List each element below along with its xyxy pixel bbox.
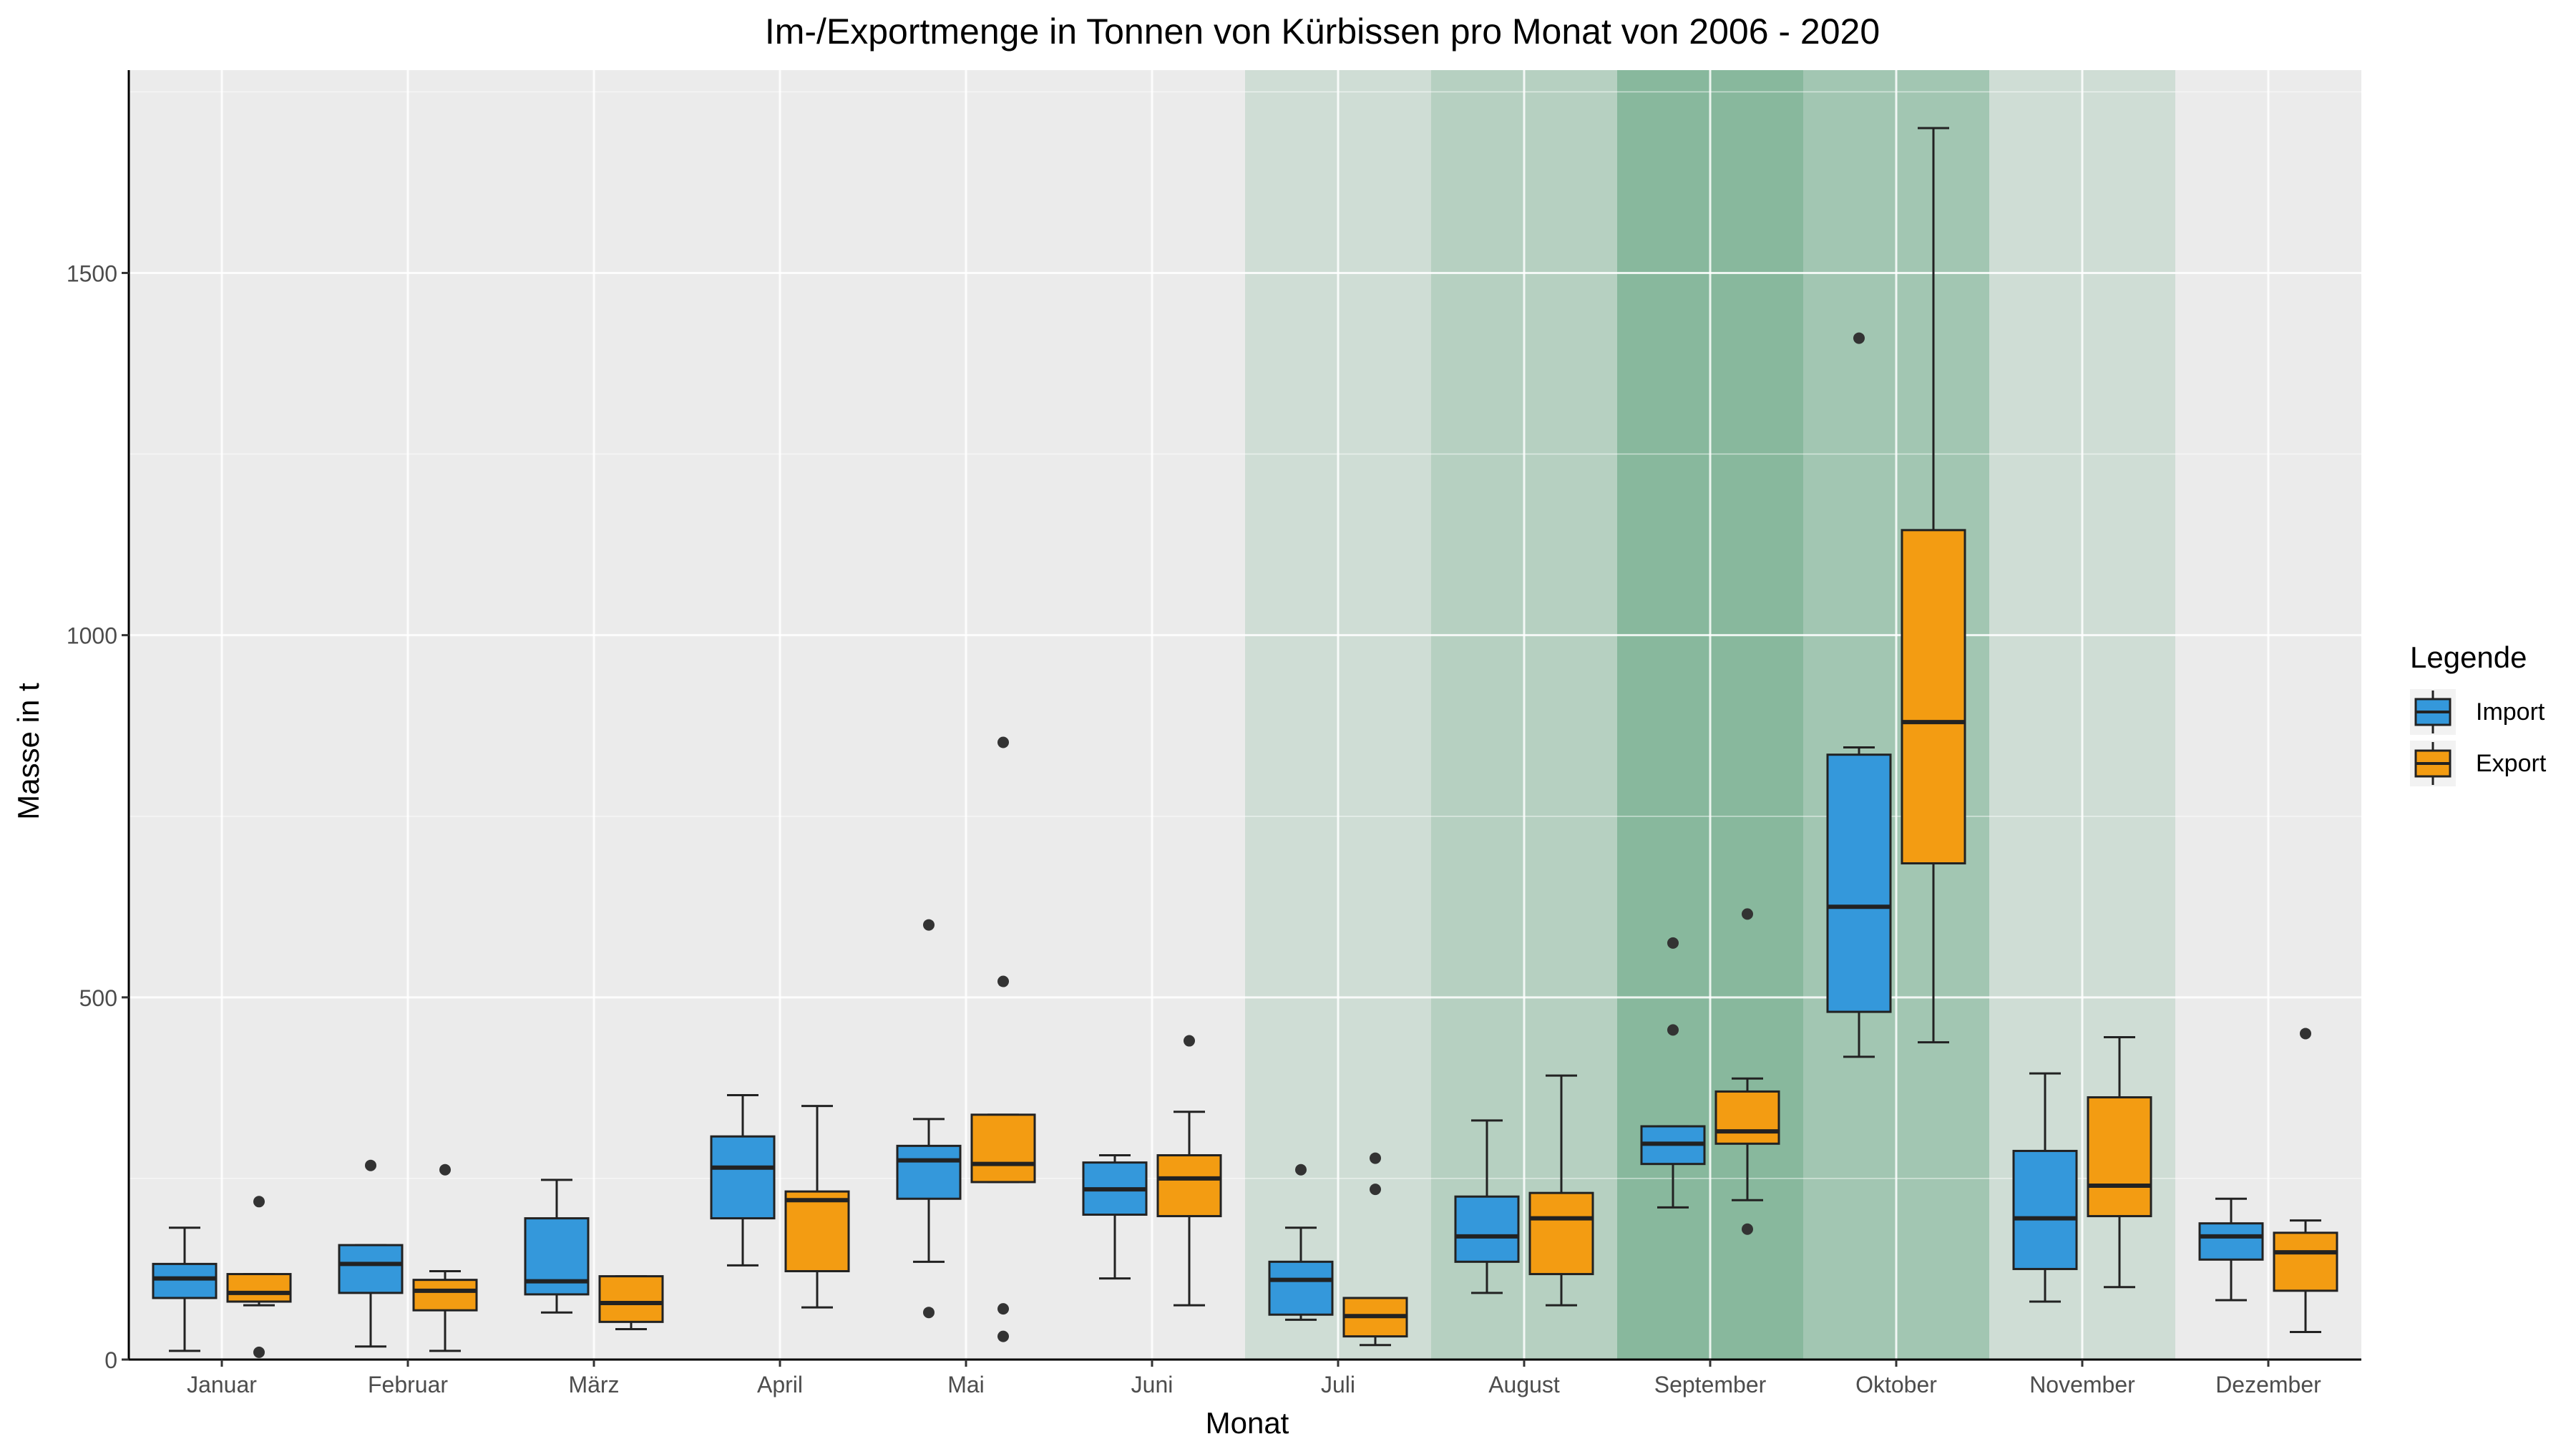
y-tick-label: 1500 — [67, 260, 117, 286]
y-tick-label: 1000 — [67, 623, 117, 649]
x-tick-label: August — [1488, 1372, 1560, 1397]
y-tick-label: 0 — [104, 1347, 117, 1373]
outlier-point — [1742, 908, 1753, 920]
box-body — [226, 1273, 292, 1303]
outlier-point — [1853, 332, 1865, 344]
outlier-point — [923, 919, 935, 931]
box-import — [1082, 1154, 1148, 1280]
x-tick-label: Juni — [1131, 1372, 1174, 1397]
box-import — [2198, 1197, 2264, 1302]
x-tick-label: September — [1654, 1372, 1767, 1397]
y-axis-label: Masse in t — [11, 683, 45, 820]
x-tick-label: März — [568, 1372, 619, 1397]
outlier-point — [923, 1307, 935, 1319]
box-export — [1714, 908, 1780, 1235]
outlier-point — [1667, 937, 1679, 949]
box-body — [1454, 1195, 1520, 1263]
box-body — [2012, 1149, 2078, 1270]
box-body — [412, 1279, 478, 1312]
legend-title: Legende — [2410, 640, 2527, 674]
box-import — [2012, 1072, 2078, 1303]
legend-label: Import — [2476, 698, 2545, 726]
box-import — [338, 1159, 404, 1348]
box-layer — [152, 127, 2338, 1358]
box-export — [226, 1196, 292, 1358]
box-export — [598, 1275, 664, 1330]
legend-label: Export — [2476, 750, 2547, 777]
box-export — [1156, 1035, 1222, 1307]
plot-panel — [129, 70, 2361, 1361]
box-body — [152, 1262, 218, 1299]
panel-background — [129, 70, 2361, 1360]
outlier-point — [997, 975, 1009, 987]
x-tick-label: Juli — [1321, 1372, 1355, 1397]
axes-layer: 0 500 1000 1500 Januar Februar März April Mai Jun… — [67, 70, 2361, 1397]
outlier-point — [439, 1163, 451, 1176]
box-body — [1528, 1191, 1594, 1276]
box-export — [1528, 1074, 1594, 1307]
box-body — [710, 1135, 776, 1220]
outlier-point — [2300, 1028, 2311, 1040]
box-body — [970, 1113, 1036, 1184]
outlier-point — [997, 736, 1009, 748]
outlier-point — [1667, 1024, 1679, 1036]
box-export — [412, 1163, 478, 1352]
box-export — [970, 736, 1036, 1342]
box-import — [1826, 332, 1892, 1058]
outlier-point — [253, 1346, 265, 1358]
box-body — [338, 1244, 404, 1294]
box-body — [1156, 1154, 1222, 1218]
outlier-point — [1370, 1152, 1381, 1164]
outlier-point — [1184, 1035, 1195, 1047]
x-tick-label: Oktober — [1855, 1372, 1937, 1397]
box-body — [2087, 1096, 2152, 1218]
outlier-point — [997, 1330, 1009, 1342]
box-import — [1268, 1163, 1334, 1321]
x-axis-label: Monat — [1206, 1406, 1289, 1440]
box-export — [1901, 127, 1966, 1044]
box-import — [896, 919, 962, 1319]
x-tick-label: Dezember — [2215, 1372, 2321, 1397]
x-tick-label: November — [2029, 1372, 2135, 1397]
x-tick-label: April — [757, 1372, 803, 1397]
box-export — [1342, 1152, 1408, 1347]
outlier-point — [997, 1303, 1009, 1315]
x-tick-label: Januar — [187, 1372, 257, 1397]
box-body — [2273, 1231, 2338, 1292]
outlier-point — [1295, 1163, 1307, 1176]
x-tick-label: Mai — [947, 1372, 985, 1397]
legend: Legende Import Export — [2410, 640, 2547, 786]
box-body — [784, 1190, 850, 1272]
y-tick-label: 500 — [79, 985, 117, 1011]
box-body — [1901, 529, 1966, 865]
outlier-point — [253, 1196, 265, 1208]
box-import — [1640, 937, 1706, 1209]
x-tick-label: Februar — [368, 1372, 448, 1397]
outlier-point — [1370, 1184, 1381, 1196]
box-export — [2087, 1036, 2152, 1289]
box-export — [784, 1105, 850, 1309]
outlier-point — [1742, 1223, 1753, 1235]
chart-title: Im-/Exportmenge in Tonnen von Kürbissen … — [765, 11, 1880, 52]
box-import — [152, 1226, 218, 1352]
box-body — [2198, 1222, 2264, 1261]
box-body — [1826, 753, 1892, 1013]
box-import — [1454, 1119, 1520, 1294]
box-body — [896, 1144, 962, 1200]
box-body — [1714, 1090, 1780, 1145]
outlier-point — [365, 1159, 376, 1171]
box-export — [2273, 1028, 2338, 1334]
box-import — [524, 1179, 590, 1314]
box-body — [598, 1275, 664, 1323]
box-import — [710, 1093, 776, 1267]
box-body — [1268, 1260, 1334, 1316]
